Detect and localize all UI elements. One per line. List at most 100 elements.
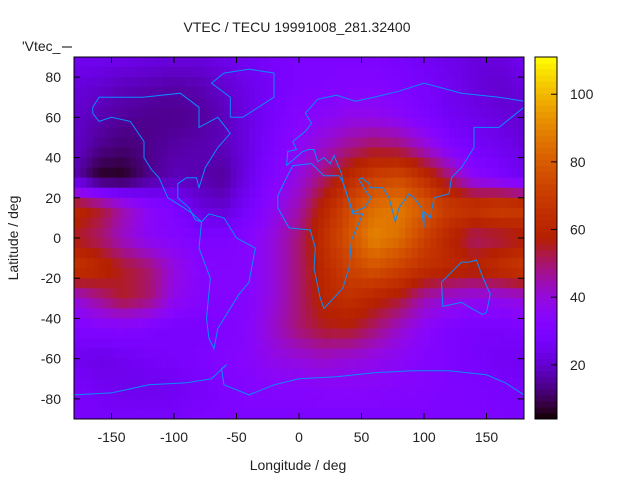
heatmap-cell: [436, 137, 444, 148]
heatmap-cell: [174, 388, 181, 400]
heatmap-cell: [261, 238, 269, 249]
heatmap-cell: [280, 398, 287, 410]
heatmap-cell: [136, 358, 144, 370]
heatmap-cell: [149, 157, 156, 169]
heatmap-cell: [361, 348, 369, 360]
heatmap-cell: [317, 117, 325, 128]
heatmap-cell: [224, 298, 231, 309]
heatmap-cell: [242, 328, 250, 340]
heatmap-cell: [361, 388, 369, 400]
heatmap-cell: [99, 157, 106, 169]
heatmap-cell: [342, 238, 350, 249]
heatmap-cell: [499, 278, 506, 289]
heatmap-cell: [167, 388, 175, 400]
heatmap-cell: [467, 217, 475, 229]
heatmap-cell: [186, 217, 194, 229]
heatmap-cell: [186, 408, 194, 420]
heatmap-cell: [161, 338, 169, 350]
heatmap-cell: [392, 298, 400, 309]
heatmap-cell: [186, 107, 194, 118]
heatmap-cell: [249, 388, 256, 400]
heatmap-cell: [211, 207, 219, 219]
heatmap-cell: [180, 97, 187, 108]
colorbar-segment: [535, 352, 557, 360]
heatmap-cell: [374, 57, 381, 68]
heatmap-cell: [449, 117, 456, 128]
heatmap-cell: [255, 67, 262, 78]
heatmap-cell: [511, 268, 519, 279]
heatmap-cell: [411, 167, 419, 179]
heatmap-cell: [299, 358, 306, 370]
heatmap-cell: [474, 268, 481, 279]
heatmap-cell: [380, 227, 387, 239]
heatmap-cell: [386, 57, 394, 68]
heatmap-cell: [80, 117, 87, 128]
heatmap-cell: [249, 107, 256, 118]
y-axis-label: Latitude / deg: [5, 196, 21, 281]
heatmap-cell: [174, 398, 181, 410]
heatmap-cell: [330, 147, 337, 159]
heatmap-cell: [280, 288, 287, 299]
heatmap-cell: [424, 57, 431, 68]
heatmap-cell: [249, 227, 256, 239]
heatmap-cell: [242, 217, 250, 229]
heatmap-cell: [411, 77, 419, 88]
heatmap-cell: [467, 97, 475, 108]
heatmap-cell: [286, 87, 294, 98]
heatmap-cell: [117, 278, 125, 289]
heatmap-cell: [305, 157, 312, 169]
heatmap-cell: [355, 227, 362, 239]
heatmap-cell: [511, 338, 519, 350]
heatmap-cell: [380, 187, 387, 199]
heatmap-cell: [174, 87, 181, 98]
heatmap-cell: [117, 97, 125, 108]
heatmap-cell: [199, 117, 206, 128]
heatmap-cell: [92, 207, 100, 219]
heatmap-cell: [255, 368, 262, 380]
heatmap-cell: [305, 338, 312, 350]
heatmap-cell: [417, 67, 425, 78]
heatmap-cell: [349, 258, 356, 269]
heatmap-cell: [149, 338, 156, 350]
heatmap-cell: [230, 308, 237, 319]
legend-label: 'Vtec_: [22, 38, 61, 54]
heatmap-cell: [80, 368, 87, 380]
heatmap-cell: [217, 308, 225, 319]
heatmap-cell: [505, 278, 512, 289]
heatmap-cell: [86, 298, 94, 309]
heatmap-cell: [374, 268, 381, 279]
heatmap-cell: [511, 147, 519, 159]
colorbar-segment: [535, 117, 557, 124]
heatmap-cell: [511, 328, 519, 340]
heatmap-cell: [174, 137, 181, 148]
heatmap-cell: [424, 358, 431, 370]
heatmap-cell: [124, 248, 131, 259]
heatmap-cell: [274, 207, 281, 219]
heatmap-cell: [305, 398, 312, 410]
colorbar-segment: [535, 238, 557, 245]
heatmap-cell: [324, 227, 331, 239]
heatmap-cell: [249, 67, 256, 78]
heatmap-cell: [274, 398, 281, 410]
heatmap-cell: [474, 67, 481, 78]
heatmap-cell: [292, 97, 300, 108]
heatmap-cell: [217, 278, 225, 289]
heatmap-cell: [105, 137, 112, 148]
heatmap-cell: [149, 227, 156, 239]
heatmap-cell: [255, 378, 262, 390]
heatmap-cell: [86, 77, 94, 88]
heatmap-cell: [336, 57, 344, 68]
heatmap-cell: [92, 67, 100, 78]
heatmap-cell: [492, 268, 500, 279]
heatmap-cell: [230, 368, 237, 380]
heatmap-cell: [155, 67, 162, 78]
heatmap-cell: [461, 147, 469, 159]
heatmap-cell: [249, 328, 256, 340]
heatmap-cell: [117, 187, 125, 199]
heatmap-cell: [205, 408, 212, 420]
heatmap-cell: [467, 408, 475, 420]
heatmap-cell: [111, 167, 119, 179]
heatmap-cell: [430, 368, 437, 380]
heatmap-cell: [480, 268, 487, 279]
heatmap-cell: [361, 157, 369, 169]
